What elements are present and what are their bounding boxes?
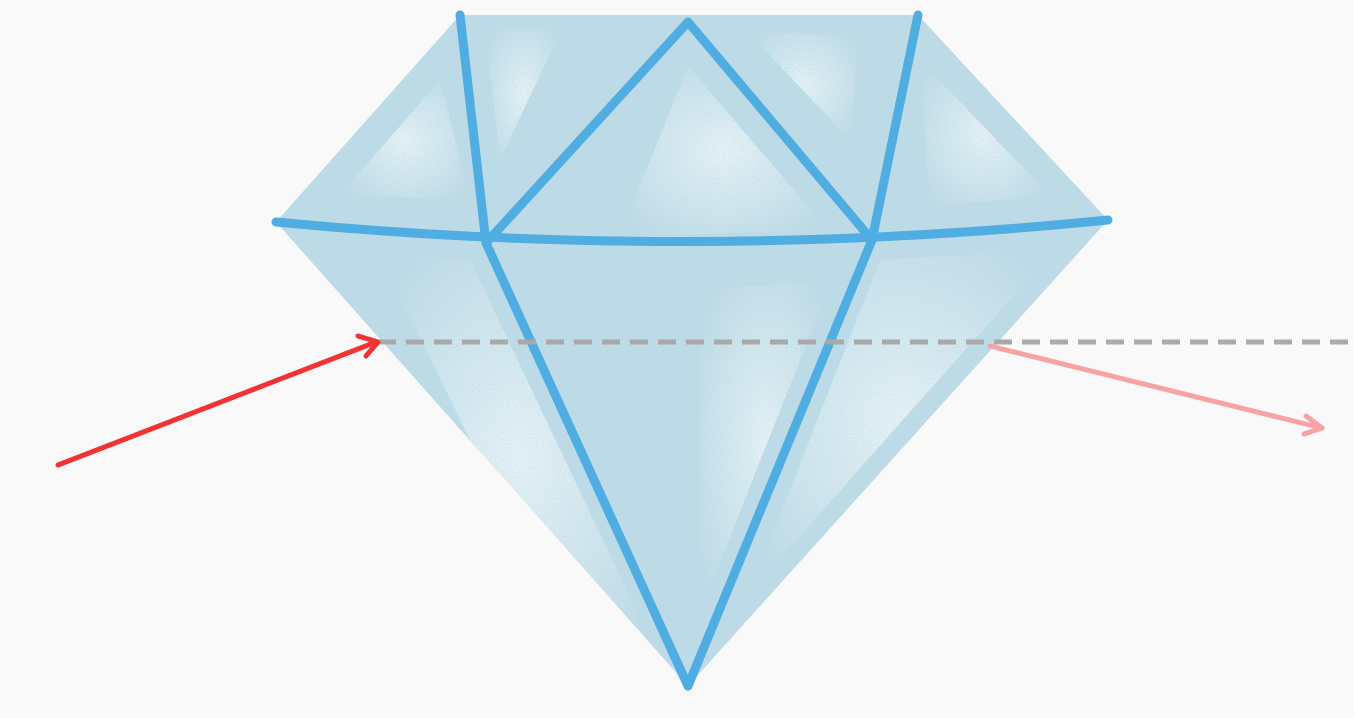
girdle-edge [271,215,1113,247]
facet-highlights [340,28,1054,660]
incident-ray [55,339,379,468]
refracted-ray [987,343,1325,431]
facet-edges [271,10,1113,691]
diamond-icon [271,10,1113,691]
facet-highlight-crown-center [620,66,828,236]
facet-highlight-crown-left [340,80,470,200]
arrow-right-icon [55,333,381,468]
facet-highlight-pavilion-left [378,252,660,660]
facet-highlight-crown-left-inner [486,28,562,160]
crown-edge-right [867,10,923,245]
crown-edge-left [455,10,491,248]
facet-highlight-pavilion-center [700,280,832,612]
pavilion-edge-left [481,238,693,691]
refracted-ray-arrowhead [1301,413,1325,437]
facet-highlight-crown-right [920,60,1050,206]
table-apex-edges [481,17,877,248]
diamond-body [276,15,1108,686]
facet-highlight-crown-right-inner [748,32,858,140]
incident-ray-arrowhead [355,333,381,359]
pavilion-edge-right [683,235,877,691]
facet-highlight-pavilion-right [750,250,1054,592]
arrow-right-icon [987,343,1325,437]
